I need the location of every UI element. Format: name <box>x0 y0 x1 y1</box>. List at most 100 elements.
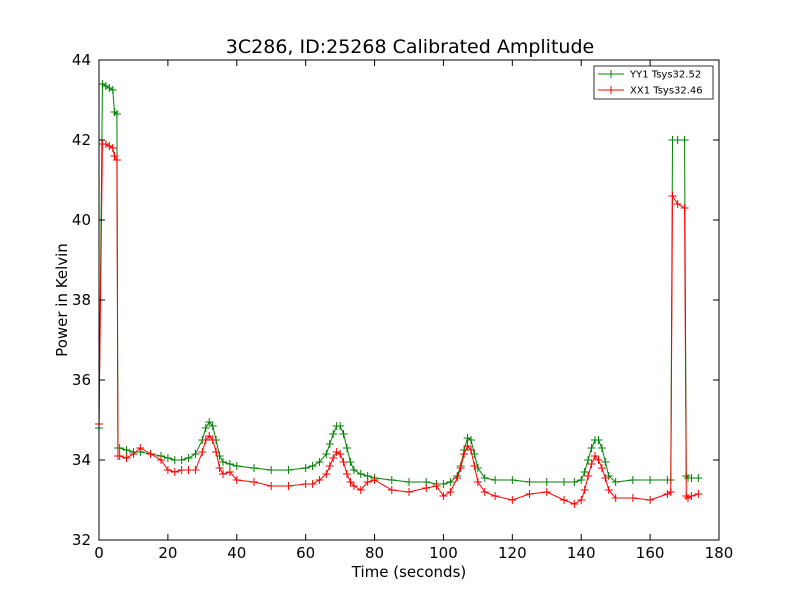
plot-area <box>95 80 703 508</box>
data-point <box>346 458 355 466</box>
x-axis-label: Time (seconds) <box>351 563 467 581</box>
data-point <box>315 458 324 466</box>
chart-title: 3C286, ID:25268 Calibrated Amplitude <box>226 36 594 58</box>
data-point <box>680 136 689 144</box>
data-point <box>308 462 317 470</box>
data-point <box>105 142 114 150</box>
data-point <box>646 496 655 504</box>
data-point <box>208 436 217 444</box>
data-point <box>570 478 579 486</box>
data-point <box>343 470 351 478</box>
data-point <box>325 462 334 470</box>
data-point <box>560 478 568 486</box>
data-point <box>601 458 610 466</box>
data-point <box>322 450 331 458</box>
data-point <box>184 454 193 462</box>
data-point <box>463 442 472 450</box>
data-point <box>212 448 221 456</box>
x-tick-label: 80 <box>365 544 384 562</box>
x-tick-label: 140 <box>567 544 596 562</box>
data-point <box>198 448 207 456</box>
data-point <box>98 80 107 88</box>
data-point <box>405 488 413 496</box>
data-point <box>339 430 348 438</box>
data-point <box>349 466 358 474</box>
legend-entry-label: YY1 Tsys32.52 <box>629 70 701 81</box>
data-point <box>580 486 589 494</box>
data-point <box>343 444 351 452</box>
data-point <box>170 468 179 476</box>
data-point <box>225 460 234 468</box>
data-point <box>611 478 620 486</box>
data-point <box>491 476 500 484</box>
data-point <box>491 492 500 500</box>
data-point <box>687 474 696 482</box>
data-point <box>587 460 596 468</box>
data-point <box>473 478 482 486</box>
data-point <box>349 482 358 490</box>
data-point <box>460 450 469 458</box>
data-point <box>594 436 603 444</box>
data-point <box>170 456 179 464</box>
y-tick-label: 40 <box>72 211 91 229</box>
data-point <box>191 450 200 458</box>
data-point <box>480 474 489 482</box>
data-point <box>108 144 117 152</box>
data-point <box>542 488 551 496</box>
data-point <box>336 450 345 458</box>
data-point <box>601 474 610 482</box>
data-point <box>604 472 613 480</box>
y-tick-label: 42 <box>72 131 91 149</box>
data-point <box>577 496 586 504</box>
legend-entry-label: XX1 Tsys32.46 <box>630 86 703 97</box>
data-point <box>205 432 214 440</box>
data-point <box>177 456 186 464</box>
data-point <box>325 440 334 448</box>
data-point <box>250 464 258 472</box>
data-point <box>219 458 227 466</box>
data-point <box>146 450 155 458</box>
data-point <box>201 436 210 444</box>
data-point <box>215 464 224 472</box>
y-tick-label: 32 <box>72 531 91 549</box>
data-point <box>525 478 534 486</box>
data-point <box>405 478 413 486</box>
data-point <box>315 476 324 484</box>
data-point <box>463 434 472 442</box>
x-tick-label: 60 <box>296 544 315 562</box>
data-point <box>646 476 655 484</box>
data-point <box>387 486 396 494</box>
x-tick-label: 100 <box>429 544 458 562</box>
y-tick-label: 38 <box>72 291 91 309</box>
data-point <box>684 494 692 502</box>
data-point <box>112 156 121 164</box>
data-point <box>329 430 338 438</box>
data-point <box>680 204 689 212</box>
y-axis: 32 34 36 38 40 42 44 <box>72 51 719 549</box>
legend-box <box>593 65 714 100</box>
data-point <box>336 422 345 430</box>
data-point <box>122 446 131 454</box>
series-yy1 <box>95 80 703 488</box>
data-point <box>580 468 589 476</box>
data-point <box>356 470 365 478</box>
data-point <box>628 494 637 502</box>
data-point <box>687 492 696 500</box>
data-point <box>163 454 172 462</box>
data-point <box>322 470 331 478</box>
data-point <box>191 466 200 474</box>
data-point <box>666 488 675 496</box>
y-axis-label: Power in Kelvin <box>53 243 71 357</box>
data-point <box>332 448 341 456</box>
data-point <box>439 480 448 488</box>
data-point <box>470 462 479 470</box>
data-point <box>453 474 462 482</box>
data-point <box>219 470 227 478</box>
legend-marker <box>607 86 615 94</box>
data-point <box>525 490 534 498</box>
data-point <box>225 468 234 476</box>
data-point <box>673 200 682 208</box>
data-point <box>694 490 703 498</box>
data-point <box>177 466 186 474</box>
